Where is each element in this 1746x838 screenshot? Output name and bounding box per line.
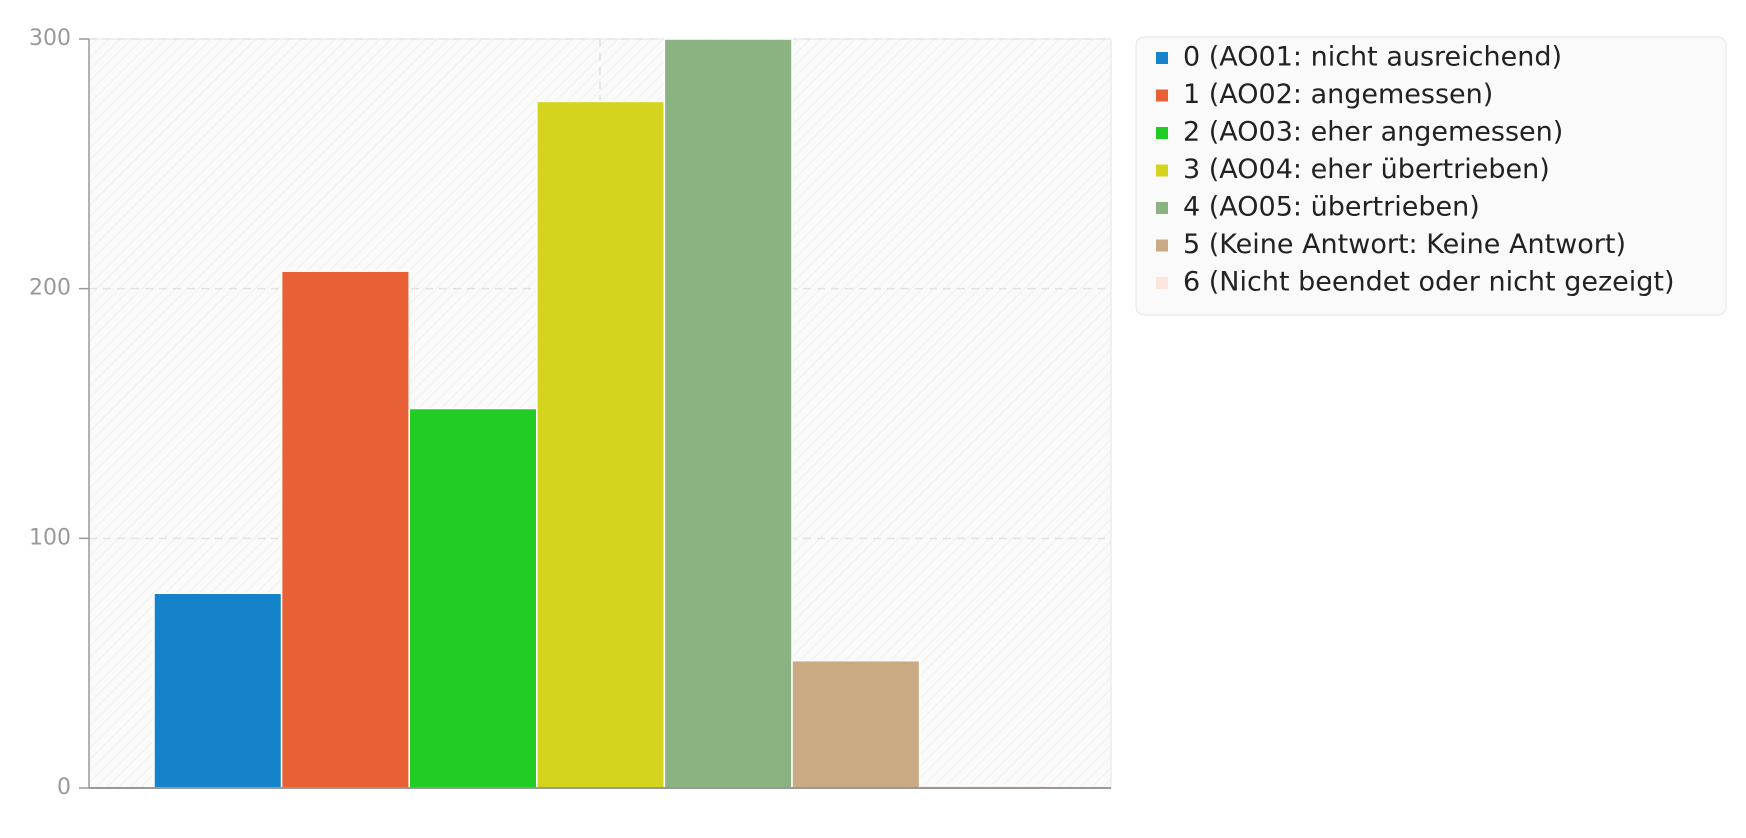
legend-label: 3 (AO04: eher übertrieben) [1183, 154, 1550, 185]
bar [791, 659, 921, 789]
legend-label: 1 (AO02: angemessen) [1183, 79, 1493, 110]
bar [280, 270, 410, 789]
bar [153, 592, 283, 789]
y-tick-label: 200 [29, 276, 71, 301]
bar [536, 100, 666, 789]
y-tick-label: 300 [29, 26, 71, 51]
bar [408, 407, 538, 789]
legend-swatch [1156, 277, 1168, 289]
legend-label: 5 (Keine Antwort: Keine Antwort) [1183, 229, 1626, 260]
bar [663, 38, 793, 789]
legend-swatch [1156, 202, 1168, 214]
legend-label: 2 (AO03: eher angemessen) [1183, 117, 1563, 148]
legend-label: 0 (AO01: nicht ausreichend) [1183, 42, 1562, 73]
legend [1135, 36, 1727, 316]
legend-swatch [1156, 239, 1168, 252]
legend-swatch [1156, 164, 1168, 177]
legend-swatch [1156, 89, 1168, 102]
legend-label: 4 (AO05: übertrieben) [1183, 192, 1480, 223]
y-tick-label: 100 [29, 525, 71, 550]
legend-swatch [1156, 127, 1168, 139]
legend-swatch [1156, 52, 1168, 64]
y-tick-label: 0 [57, 775, 71, 800]
legend-label: 6 (Nicht beendet oder nicht gezeigt) [1183, 267, 1675, 298]
